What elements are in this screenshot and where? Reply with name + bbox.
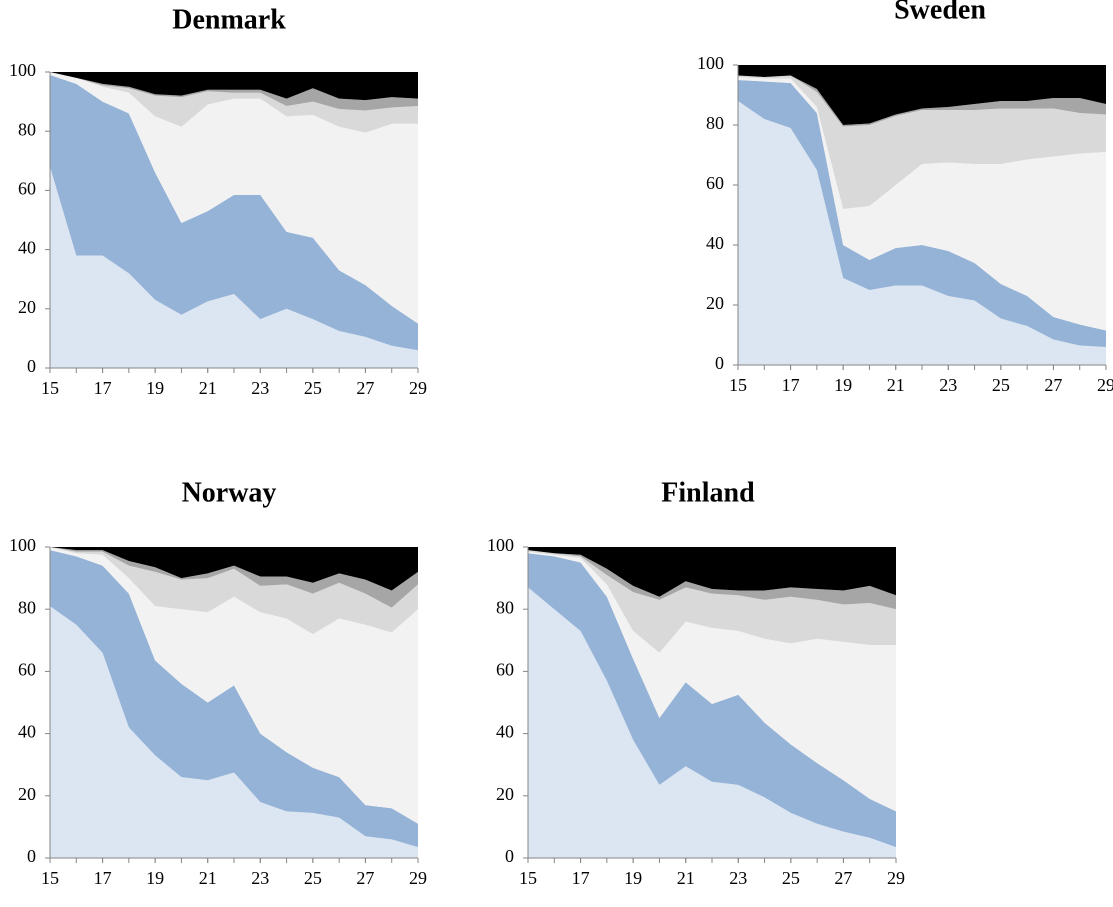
y-tick-label: 100 bbox=[9, 60, 36, 80]
y-tick-label: 40 bbox=[706, 233, 724, 253]
area-layer bbox=[50, 547, 418, 608]
area-layer bbox=[528, 550, 896, 653]
chart-title: Finland bbox=[661, 477, 755, 508]
chart-title: Sweden bbox=[894, 0, 986, 25]
x-tick-label: 15 bbox=[729, 375, 747, 395]
area-layer bbox=[738, 101, 1106, 365]
y-tick-label: 0 bbox=[715, 353, 724, 373]
x-tick-label: 17 bbox=[94, 868, 112, 888]
chart-panel: Finland 0 20 40 60 80 100 15 17 19 21 23 25 27 29 bbox=[487, 477, 905, 888]
y-tick-label: 100 bbox=[487, 535, 514, 555]
x-tick-label: 19 bbox=[834, 375, 852, 395]
y-tick-label: 80 bbox=[18, 119, 36, 139]
x-tick-label: 21 bbox=[887, 375, 905, 395]
area-layer bbox=[528, 550, 896, 610]
area-layer bbox=[528, 553, 896, 848]
area-layer bbox=[50, 72, 418, 101]
x-tick-label: 27 bbox=[834, 868, 852, 888]
area-layer bbox=[528, 551, 896, 812]
area-layer bbox=[50, 547, 418, 824]
x-tick-label: 25 bbox=[304, 378, 322, 398]
area-layer bbox=[50, 550, 418, 848]
area-layer bbox=[50, 74, 418, 351]
y-tick-label: 0 bbox=[27, 846, 36, 866]
y-tick-label: 80 bbox=[706, 113, 724, 133]
x-tick-label: 15 bbox=[41, 378, 59, 398]
x-tick-label: 23 bbox=[251, 868, 269, 888]
chart-title: Norway bbox=[182, 477, 277, 508]
y-tick-label: 60 bbox=[496, 660, 514, 680]
chart-panel: Denmark 0 20 40 60 80 100 15 17 19 21 23 25 27 29 bbox=[9, 4, 427, 398]
x-tick-label: 19 bbox=[624, 868, 642, 888]
x-tick-label: 27 bbox=[356, 868, 374, 888]
x-tick-label: 29 bbox=[887, 868, 905, 888]
chart-title: Denmark bbox=[172, 4, 286, 35]
x-tick-label: 27 bbox=[356, 378, 374, 398]
y-tick-label: 60 bbox=[706, 173, 724, 193]
area-layer bbox=[50, 72, 418, 133]
x-tick-label: 23 bbox=[939, 375, 957, 395]
x-tick-label: 23 bbox=[729, 868, 747, 888]
y-tick-label: 40 bbox=[496, 722, 514, 742]
y-tick-label: 40 bbox=[18, 238, 36, 258]
x-tick-label: 29 bbox=[1097, 375, 1113, 395]
x-tick-label: 21 bbox=[199, 378, 217, 398]
x-tick-label: 15 bbox=[519, 868, 537, 888]
area-layer bbox=[50, 547, 418, 635]
x-tick-label: 19 bbox=[146, 868, 164, 888]
x-tick-label: 17 bbox=[572, 868, 590, 888]
y-tick-label: 0 bbox=[505, 846, 514, 866]
y-tick-label: 20 bbox=[706, 293, 724, 313]
x-tick-label: 19 bbox=[146, 378, 164, 398]
area-layer bbox=[50, 606, 418, 858]
x-tick-label: 27 bbox=[1044, 375, 1062, 395]
chart-panel: Norway 0 20 40 60 80 100 15 17 19 21 23 25 27 29 bbox=[9, 477, 427, 888]
area-layer bbox=[738, 77, 1106, 331]
area-layer bbox=[50, 72, 418, 111]
chart-panel: Sweden 0 20 40 60 80 100 15 17 19 21 23 25 27 29 bbox=[697, 0, 1113, 395]
area-layer bbox=[738, 75, 1106, 127]
area-layer bbox=[50, 72, 418, 324]
area-layer bbox=[50, 166, 418, 368]
area-layer bbox=[738, 65, 1106, 125]
x-tick-label: 15 bbox=[41, 868, 59, 888]
y-tick-label: 20 bbox=[496, 784, 514, 804]
area-layer bbox=[50, 547, 418, 591]
y-tick-label: 40 bbox=[18, 722, 36, 742]
x-tick-label: 25 bbox=[782, 868, 800, 888]
y-tick-label: 80 bbox=[18, 597, 36, 617]
x-tick-label: 17 bbox=[94, 378, 112, 398]
y-tick-label: 100 bbox=[9, 535, 36, 555]
x-tick-label: 23 bbox=[251, 378, 269, 398]
x-tick-label: 21 bbox=[199, 868, 217, 888]
x-tick-label: 25 bbox=[992, 375, 1010, 395]
x-tick-label: 29 bbox=[409, 378, 427, 398]
x-tick-label: 25 bbox=[304, 868, 322, 888]
area-layer bbox=[528, 587, 896, 858]
y-tick-label: 0 bbox=[27, 356, 36, 376]
y-tick-label: 100 bbox=[697, 53, 724, 73]
x-tick-label: 21 bbox=[677, 868, 695, 888]
y-tick-label: 20 bbox=[18, 784, 36, 804]
y-tick-label: 60 bbox=[18, 660, 36, 680]
area-layer bbox=[738, 75, 1106, 209]
x-tick-label: 17 bbox=[782, 375, 800, 395]
y-tick-label: 20 bbox=[18, 297, 36, 317]
area-layer bbox=[528, 547, 896, 597]
y-tick-label: 80 bbox=[496, 597, 514, 617]
area-layer bbox=[738, 80, 1106, 347]
y-tick-label: 60 bbox=[18, 179, 36, 199]
x-tick-label: 29 bbox=[409, 868, 427, 888]
